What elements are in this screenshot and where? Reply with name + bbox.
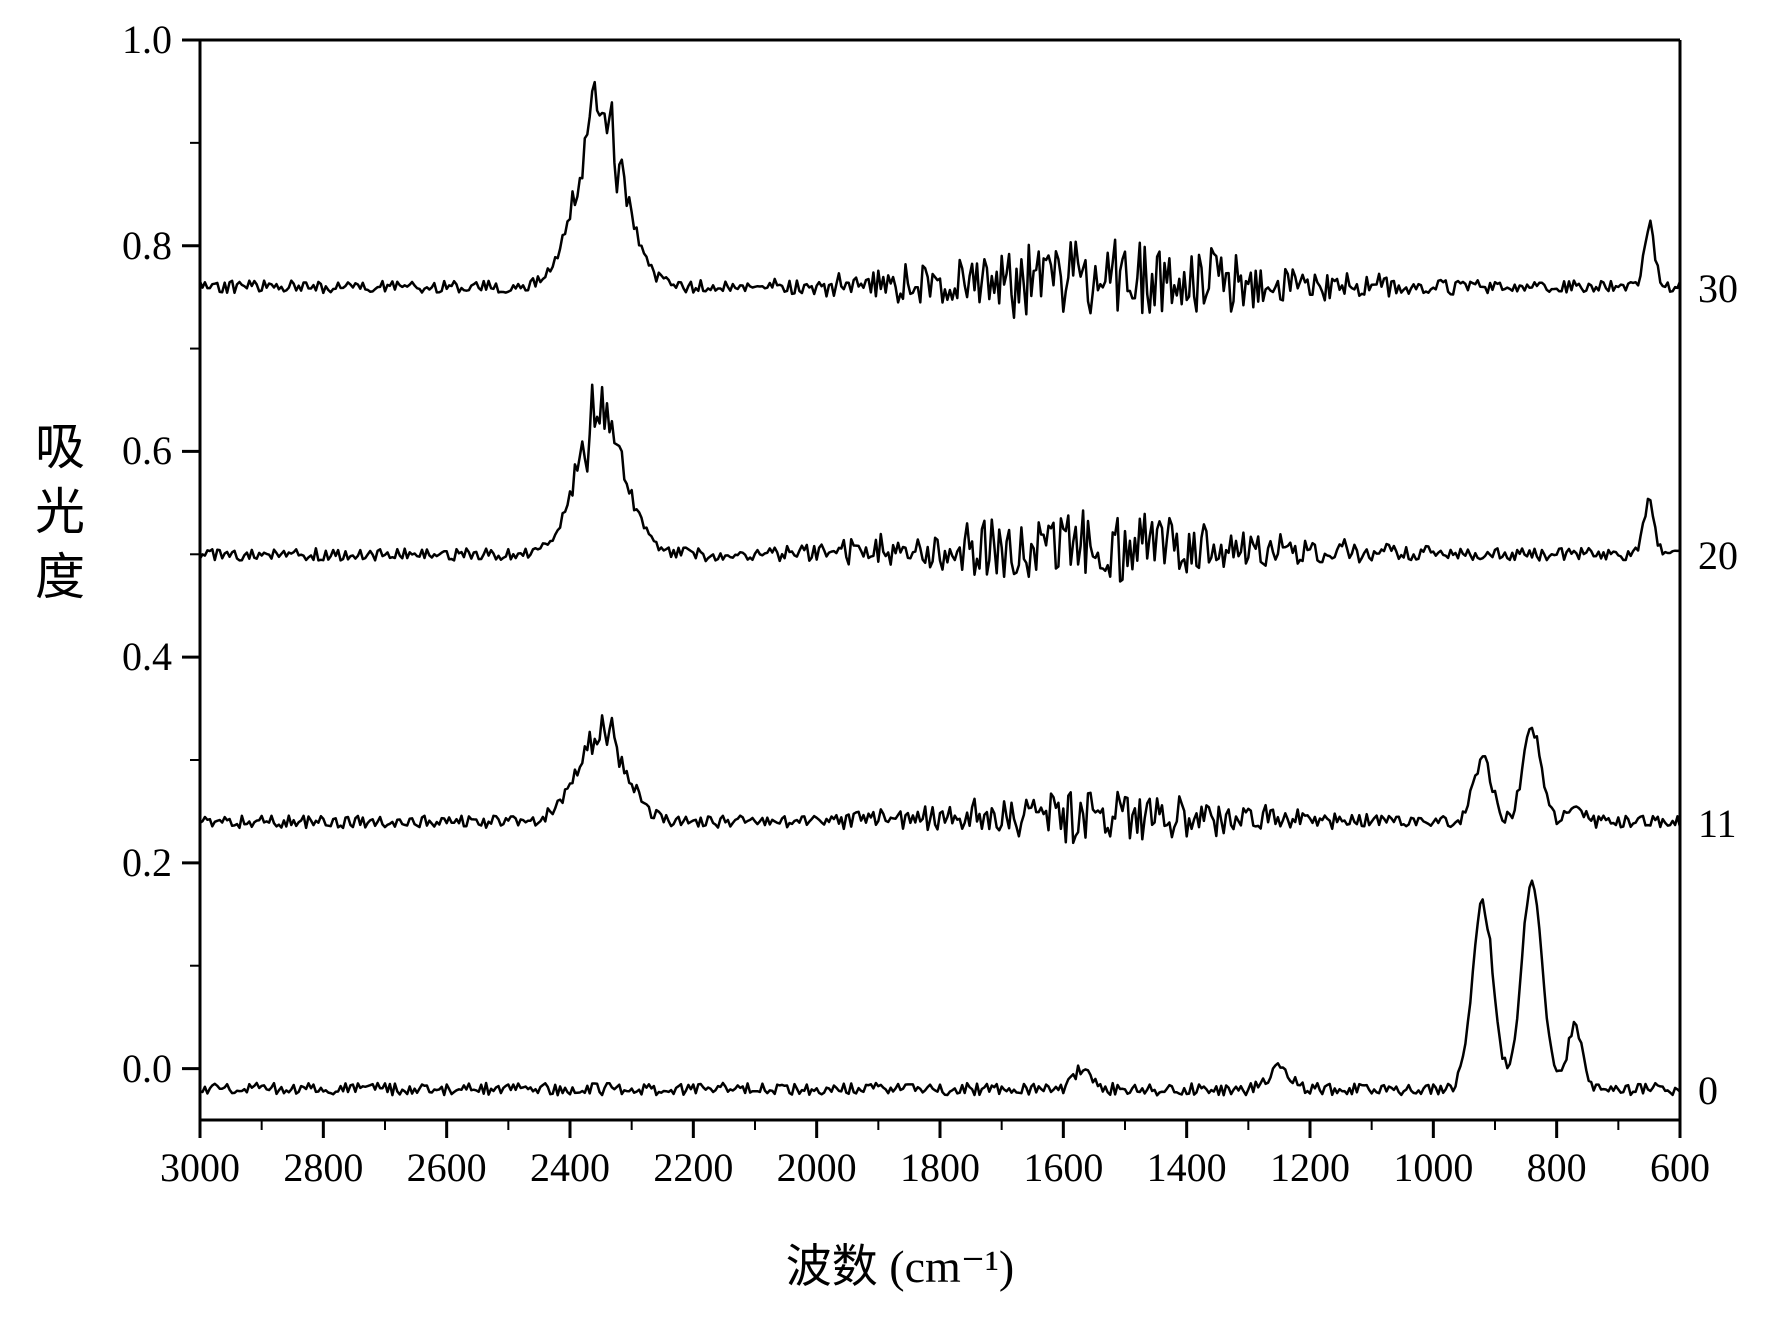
trace-label: 0 <box>1698 1067 1718 1114</box>
y-tick: 1.0 <box>72 16 172 63</box>
x-axis-label: 波数 (cm⁻¹) <box>700 1230 1100 1296</box>
y-tick: 0.2 <box>72 839 172 886</box>
trace-30 <box>200 82 1680 318</box>
plot-svg <box>0 0 1788 1326</box>
y-tick: 0.0 <box>72 1045 172 1092</box>
trace-11 <box>200 715 1680 843</box>
trace-0 <box>200 881 1680 1096</box>
x-tick: 2000 <box>757 1144 877 1191</box>
x-tick: 2800 <box>263 1144 383 1191</box>
y-tick: 0.6 <box>72 427 172 474</box>
trace-label: 20 <box>1698 532 1738 579</box>
x-tick: 2200 <box>633 1144 753 1191</box>
trace-label: 30 <box>1698 265 1738 312</box>
x-tick: 1200 <box>1250 1144 1370 1191</box>
x-tick: 1400 <box>1127 1144 1247 1191</box>
y-tick: 0.8 <box>72 222 172 269</box>
x-tick: 1600 <box>1003 1144 1123 1191</box>
trace-label: 11 <box>1698 800 1737 847</box>
x-tick: 1800 <box>880 1144 1000 1191</box>
trace-20 <box>200 385 1680 582</box>
y-tick: 0.4 <box>72 633 172 680</box>
x-tick: 600 <box>1620 1144 1740 1191</box>
x-tick: 3000 <box>140 1144 260 1191</box>
x-tick: 1000 <box>1373 1144 1493 1191</box>
spectra-chart: 吸光度 波数 (cm⁻¹) 30002800260024002200200018… <box>0 0 1788 1326</box>
x-tick: 2400 <box>510 1144 630 1191</box>
x-tick: 800 <box>1497 1144 1617 1191</box>
x-tick: 2600 <box>387 1144 507 1191</box>
